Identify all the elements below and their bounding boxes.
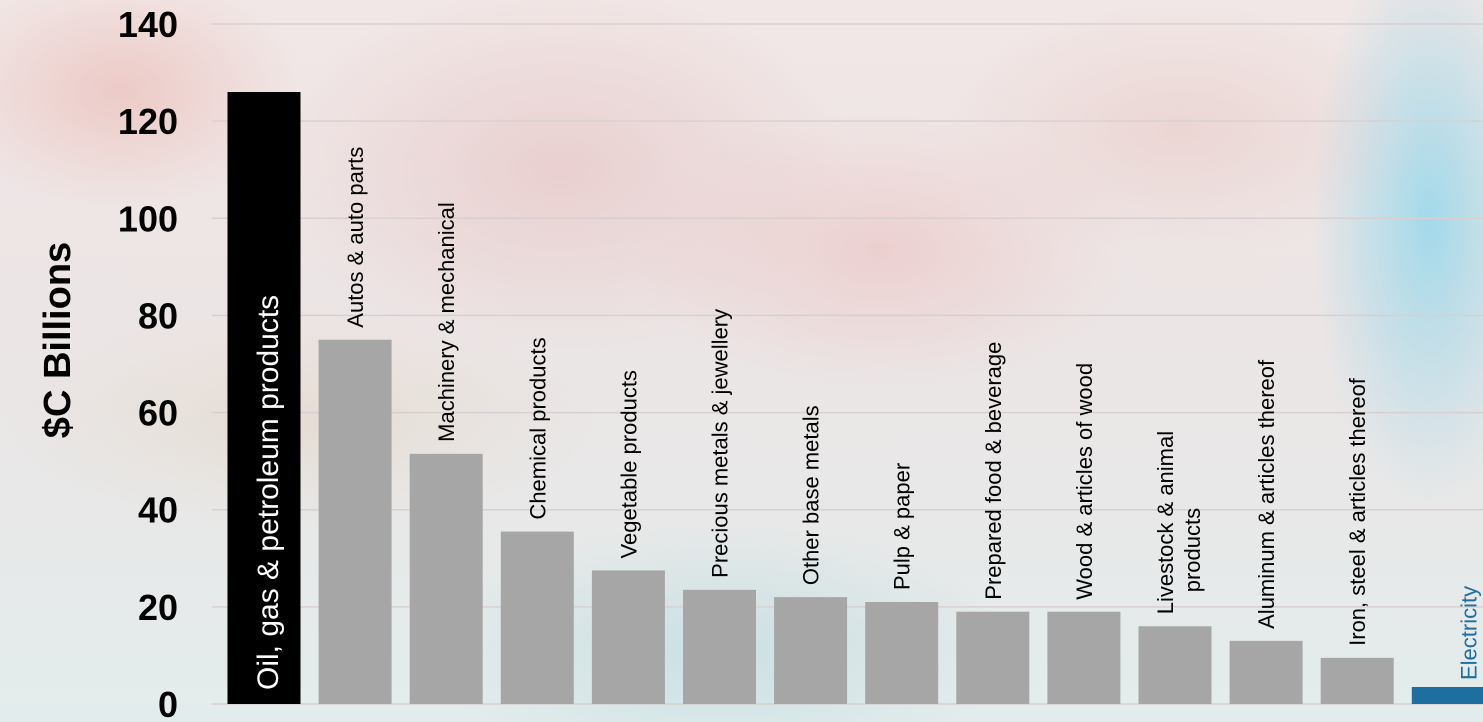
bar	[591, 570, 665, 704]
bar	[1138, 626, 1212, 704]
y-tick-label: 140	[118, 4, 178, 45]
bars	[227, 92, 1483, 704]
bar-label: Chemical products	[525, 337, 550, 519]
y-tick-label: 40	[138, 490, 178, 531]
bar-label: Iron, steel & articles thereof	[1345, 377, 1370, 646]
bar-label: Autos & auto parts	[343, 147, 368, 328]
y-tick-label: 120	[118, 101, 178, 142]
bar-label: Wood & articles of wood	[1072, 363, 1097, 600]
y-axis-ticks: 0 20 40 60 80 100 120 140	[118, 4, 178, 722]
bar	[500, 531, 574, 704]
bar-label: Pulp & paper	[890, 463, 915, 590]
bar	[865, 602, 939, 704]
y-axis-title: $C Billions	[37, 242, 79, 438]
y-tick-label: 60	[138, 393, 178, 434]
bar	[1047, 611, 1121, 704]
bar-label: Electricity	[1456, 586, 1481, 680]
bar	[956, 611, 1030, 704]
bar	[1229, 640, 1303, 704]
grid-lines	[212, 23, 1483, 705]
bar	[1411, 687, 1483, 704]
y-tick-label: 80	[138, 295, 178, 336]
bar	[409, 453, 483, 704]
bar-label: Prepared food & beverage	[981, 342, 1006, 600]
bar-labels: Oil, gas & petroleum products Autos & aut…	[252, 147, 1481, 690]
bar	[774, 597, 848, 704]
y-tick-label: 20	[138, 587, 178, 628]
bar-label: Precious metals & jewellery	[708, 309, 733, 578]
bar-label: Oil, gas & petroleum products	[252, 295, 285, 690]
bar	[318, 339, 392, 704]
y-tick-label: 0	[158, 684, 178, 722]
bar-label: Aluminum & articles thereof	[1254, 359, 1279, 629]
bar	[1320, 657, 1394, 704]
bar-label: Livestock & animalproducts	[1153, 431, 1205, 614]
bar	[683, 589, 756, 704]
bar	[227, 92, 301, 704]
bar-label: Other base metals	[799, 405, 824, 585]
y-tick-label: 100	[118, 198, 178, 239]
bar-label: Vegetable products	[616, 370, 641, 558]
bar-label: Machinery & mechanical	[434, 202, 459, 442]
